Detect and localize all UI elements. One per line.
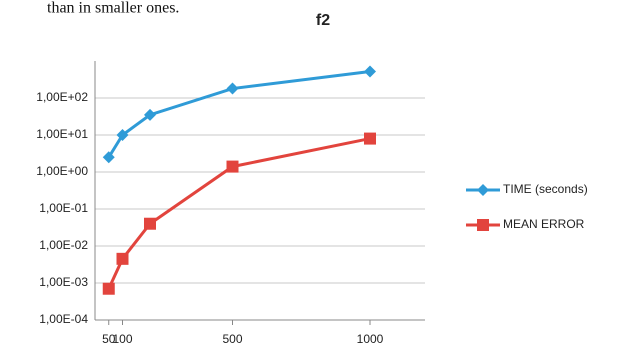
legend-label: TIME (seconds) [503, 182, 588, 196]
y-tick-label: 1,00E-03 [39, 275, 88, 289]
text-fragment: than in smaller ones. [47, 0, 179, 17]
marker [364, 65, 376, 78]
x-tick-label: 1000 [357, 332, 384, 346]
marker [102, 282, 115, 295]
marker [226, 160, 239, 173]
y-tick-label: 1,00E+02 [36, 90, 88, 104]
x-tick-label: 50 [102, 332, 116, 346]
x-tick-label: 500 [222, 332, 242, 346]
marker [116, 252, 129, 265]
series-line [107, 137, 371, 290]
y-tick-label: 1,00E-01 [39, 201, 88, 215]
legend-marker [477, 219, 489, 231]
legend-label: MEAN ERROR [503, 217, 585, 231]
y-tick-label: 1,00E+01 [36, 127, 88, 141]
chart-title: f2 [316, 12, 330, 29]
legend-marker [477, 184, 489, 196]
marker [364, 132, 376, 145]
y-tick-label: 1,00E+00 [36, 164, 88, 178]
marker [116, 129, 129, 141]
marker [144, 108, 156, 121]
y-tick-label: 1,00E-02 [39, 238, 88, 252]
x-tick-label: 100 [112, 332, 132, 346]
marker [226, 82, 239, 95]
marker [102, 151, 115, 164]
y-tick-label: 1,00E-04 [39, 312, 88, 326]
marker [144, 217, 156, 230]
